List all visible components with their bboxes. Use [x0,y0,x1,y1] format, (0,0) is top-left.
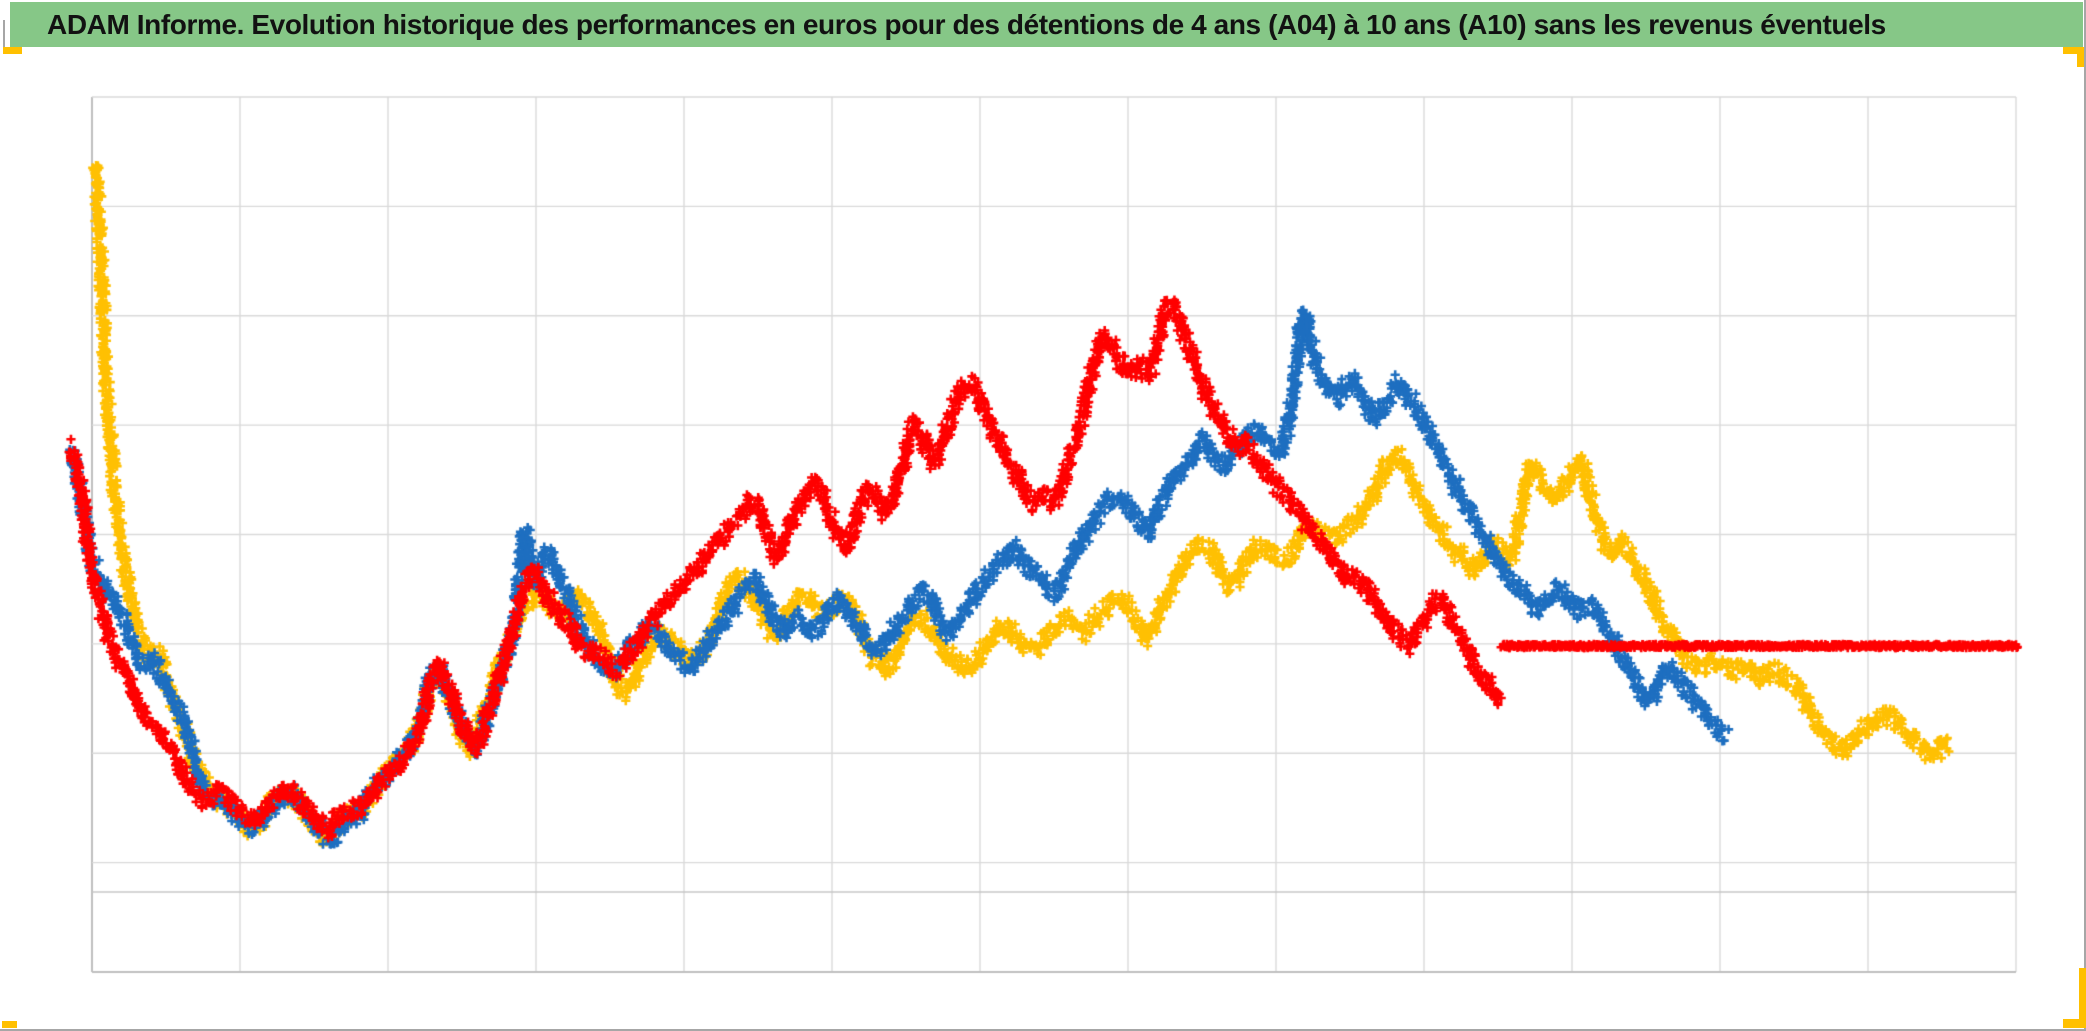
selection-corner-bottom-right-icon [2079,968,2086,1028]
window-edge-right [2084,0,2086,1031]
window-edge-bottom [0,1029,2086,1031]
window-edge-left-notch [3,20,5,48]
selection-corner-bottom-right-foot-icon [2063,1019,2086,1028]
chart-title: ADAM Informe. Evolution historique des p… [47,8,1886,40]
selection-corner-top-right-icon [2063,47,2084,54]
selection-corner-top-left-icon [3,47,22,54]
title-bar: ADAM Informe. Evolution historique des p… [10,2,2083,47]
selection-corner-bottom-left-icon [2,1021,17,1028]
selection-corner-top-right-stub-icon [2077,47,2084,67]
